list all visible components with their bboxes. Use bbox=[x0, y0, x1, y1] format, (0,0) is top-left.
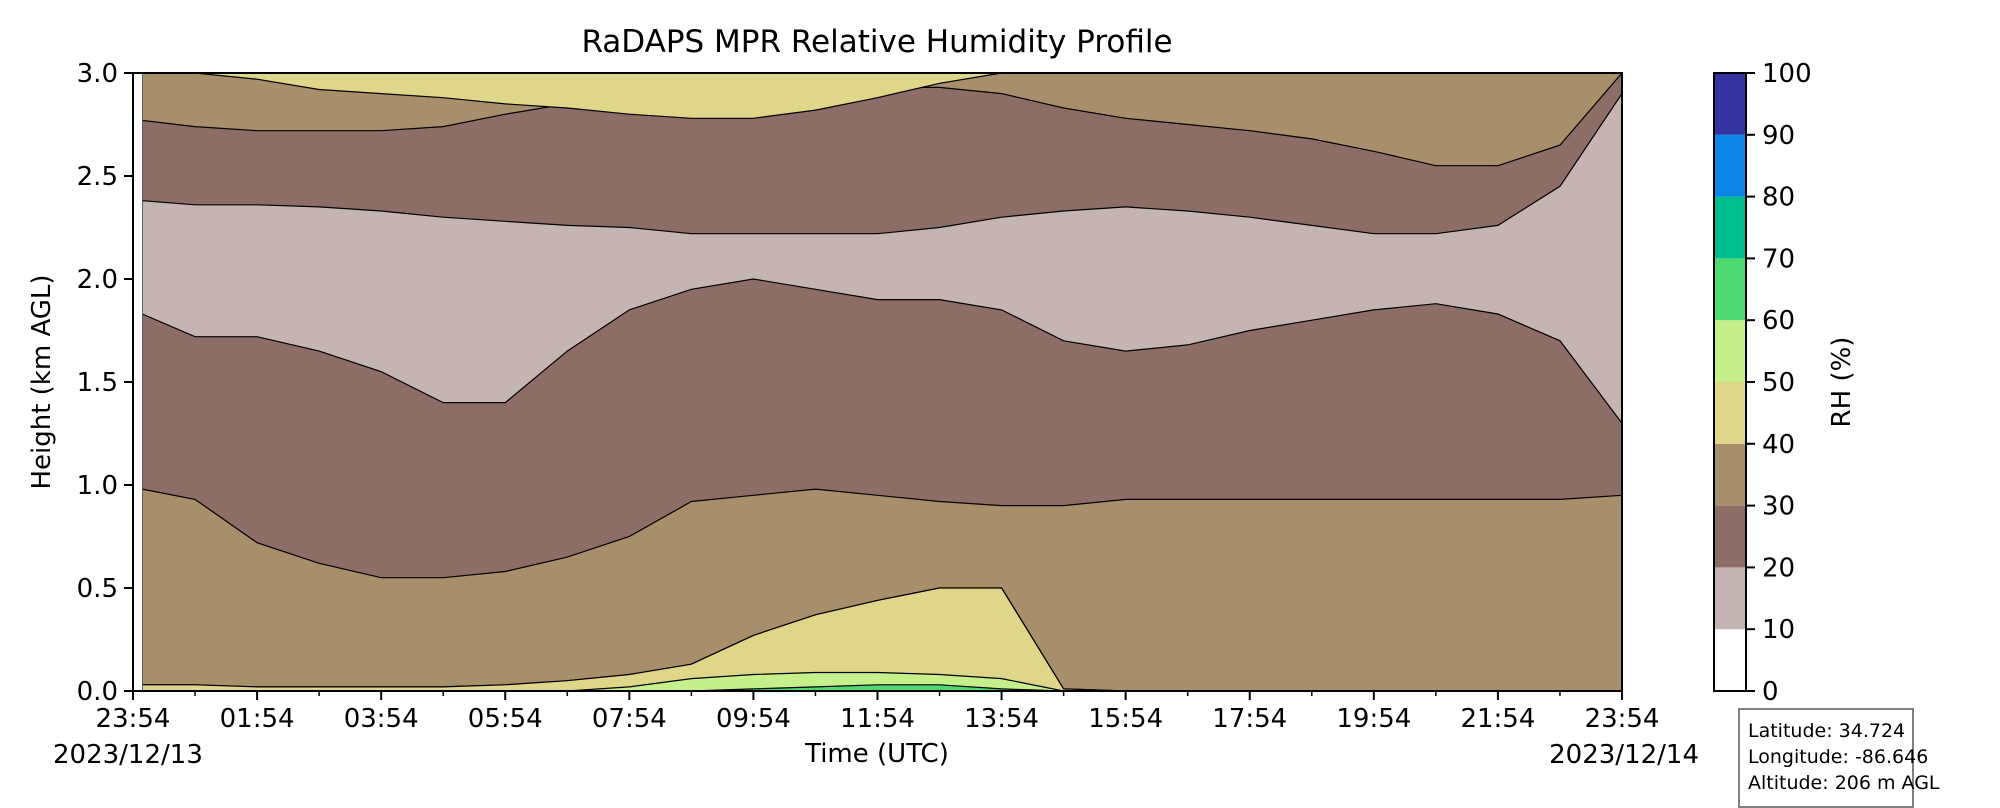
contour-layers bbox=[133, 73, 1622, 691]
x-tick-label: 05:54 bbox=[468, 704, 543, 734]
colorbar-segment bbox=[1714, 196, 1746, 259]
colorbar-segment bbox=[1714, 382, 1746, 444]
colorbar-segment bbox=[1714, 567, 1746, 630]
rh-band-40-50-aloft bbox=[142, 73, 1622, 119]
x-axis: 23:54 01:54 03:54 05:54 07:54 09:54 11:54 13:54… bbox=[96, 691, 1660, 734]
colorbar-segment bbox=[1714, 134, 1746, 197]
y-tick-label: 2.5 bbox=[77, 162, 118, 192]
x-axis-label: Time (UTC) bbox=[804, 739, 949, 769]
rh-band-10-20 bbox=[141, 92, 1622, 425]
colorbar-tick-label: 50 bbox=[1762, 368, 1795, 398]
colorbar-segment bbox=[1714, 505, 1746, 568]
latitude-text: Latitude: 34.724 bbox=[1748, 720, 1906, 742]
colorbar-segment bbox=[1714, 629, 1746, 691]
colorbar-tick-label: 70 bbox=[1762, 244, 1795, 274]
x-tick-label: 11:54 bbox=[840, 704, 915, 734]
y-tick-label: 1.0 bbox=[77, 471, 118, 501]
x-tick-label: 09:54 bbox=[716, 704, 791, 734]
x-tick-label: 13:54 bbox=[964, 704, 1039, 734]
y-axis: 0.0 0.5 1.0 1.5 2.0 2.5 3.0 bbox=[77, 59, 133, 707]
no-data-strip bbox=[133, 73, 143, 691]
x-tick-label: 19:54 bbox=[1336, 704, 1411, 734]
y-tick-label: 2.0 bbox=[77, 265, 118, 295]
colorbar: 0 10 20 30 40 50 60 70 80 90 100 bbox=[1713, 59, 1812, 707]
y-tick-label: 0.5 bbox=[77, 574, 118, 604]
y-tick-label: 1.5 bbox=[77, 368, 118, 398]
x-tick-label: 01:54 bbox=[220, 704, 295, 734]
rh-band-60-70 bbox=[142, 684, 1622, 691]
start-date-label: 2023/12/13 bbox=[53, 740, 203, 770]
colorbar-segment bbox=[1714, 258, 1746, 321]
y-tick-label: 3.0 bbox=[77, 59, 118, 89]
x-tick-label: 23:54 bbox=[96, 704, 171, 734]
colorbar-tick-label: 90 bbox=[1762, 121, 1795, 151]
x-tick-label: 21:54 bbox=[1460, 704, 1535, 734]
colorbar-tick-label: 10 bbox=[1762, 615, 1795, 645]
colorbar-label: RH (%) bbox=[1827, 337, 1857, 428]
end-date-label: 2023/12/14 bbox=[1549, 740, 1699, 770]
y-axis-label: Height (km AGL) bbox=[27, 274, 57, 489]
y-tick-label: 0.0 bbox=[77, 677, 118, 707]
altitude-text: Altitude: 206 m AGL bbox=[1748, 772, 1940, 794]
x-tick-label: 07:54 bbox=[592, 704, 667, 734]
colorbar-tick-label: 30 bbox=[1762, 492, 1795, 522]
x-tick-label: 03:54 bbox=[344, 704, 419, 734]
x-tick-label: 23:54 bbox=[1585, 704, 1660, 734]
x-tick-label: 17:54 bbox=[1212, 704, 1287, 734]
colorbar-segment bbox=[1714, 320, 1746, 382]
colorbar-tick-label: 100 bbox=[1762, 59, 1812, 89]
colorbar-tick-label: 80 bbox=[1762, 183, 1795, 213]
colorbar-tick-label: 0 bbox=[1762, 677, 1779, 707]
rh-band-50-60 bbox=[142, 671, 1622, 691]
colorbar-segment bbox=[1714, 73, 1746, 135]
colorbar-tick-label: 20 bbox=[1762, 553, 1795, 583]
colorbar-tick-label: 40 bbox=[1762, 430, 1795, 460]
longitude-text: Longitude: -86.646 bbox=[1748, 746, 1929, 768]
x-tick-label: 15:54 bbox=[1088, 704, 1163, 734]
location-info-box: Latitude: 34.724 Longitude: -86.646 Alti… bbox=[1738, 708, 1940, 808]
colorbar-segment bbox=[1714, 443, 1746, 506]
rh-band-40-50-surface bbox=[141, 587, 1622, 691]
chart-title: RaDAPS MPR Relative Humidity Profile bbox=[581, 24, 1172, 60]
plot-area bbox=[132, 72, 1623, 692]
colorbar-tick-label: 60 bbox=[1762, 306, 1795, 336]
